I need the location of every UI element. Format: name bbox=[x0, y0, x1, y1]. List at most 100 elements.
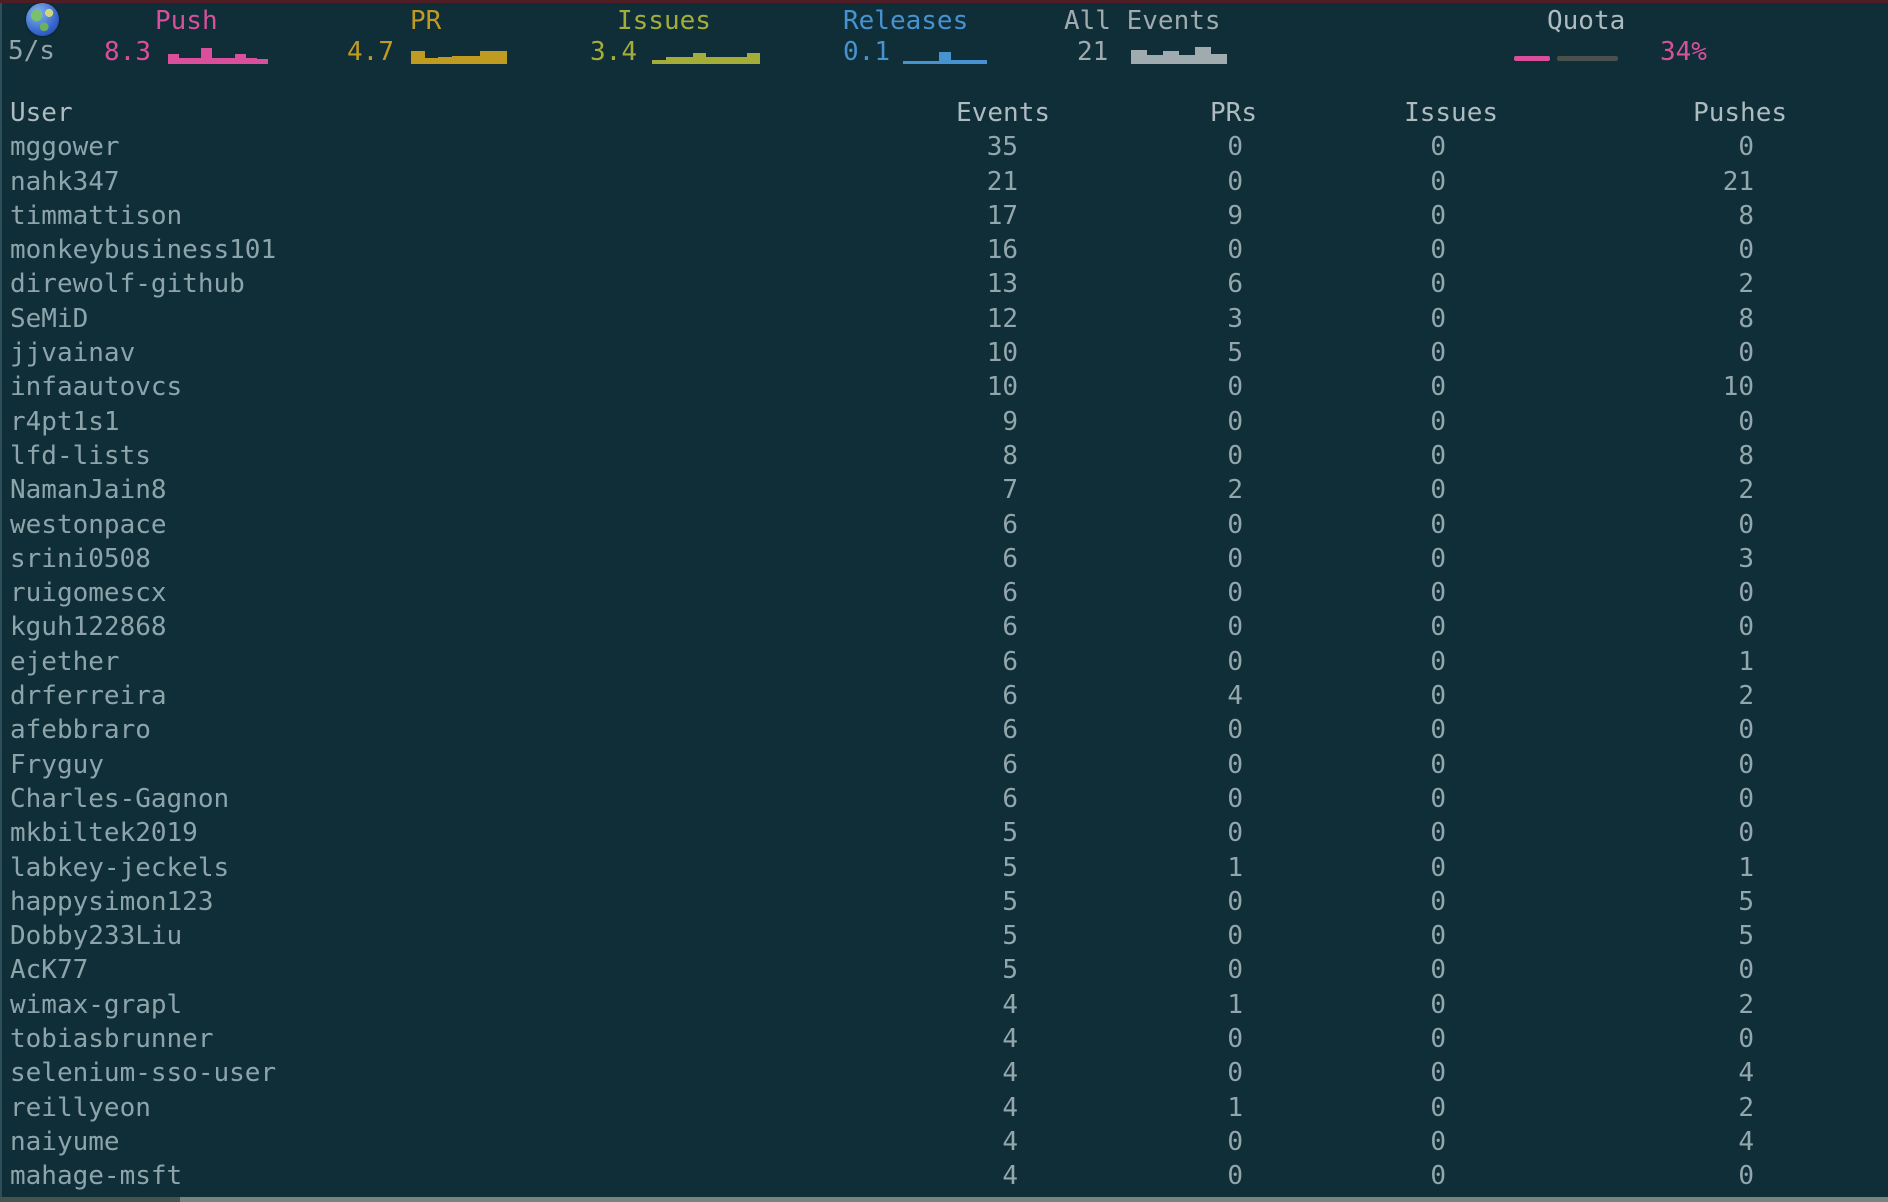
cell-pushes: 0 bbox=[1738, 578, 1754, 609]
table-row[interactable]: NamanJain8 7 2 0 2 bbox=[0, 473, 1888, 507]
table-row[interactable]: reillyeon 4 1 0 2 bbox=[0, 1091, 1888, 1125]
sparkline-pr bbox=[411, 42, 508, 64]
quota-bar bbox=[1514, 56, 1618, 61]
table-row[interactable]: monkeybusiness101 16 0 0 0 bbox=[0, 233, 1888, 267]
spark-bar bbox=[256, 59, 268, 64]
cell-user: NamanJain8 bbox=[10, 475, 167, 506]
table-row[interactable]: wimax-grapl 4 1 0 2 bbox=[0, 988, 1888, 1022]
cell-pushes: 8 bbox=[1738, 440, 1754, 471]
cell-events: 9 bbox=[1002, 406, 1018, 437]
cell-user: direwolf-github bbox=[10, 269, 245, 300]
cell-pushes: 4 bbox=[1738, 1058, 1754, 1089]
col-header-issues: Issues bbox=[1404, 98, 1498, 128]
spark-bar bbox=[927, 61, 939, 64]
cell-user: mggower bbox=[10, 132, 120, 163]
sparkline-issues bbox=[652, 42, 760, 64]
table-row[interactable]: lfd-lists 8 0 0 8 bbox=[0, 439, 1888, 473]
cell-events: 5 bbox=[1002, 921, 1018, 952]
spark-bar bbox=[1195, 47, 1211, 64]
cell-events: 16 bbox=[986, 235, 1018, 266]
table-row[interactable]: timmattison 17 9 0 8 bbox=[0, 199, 1888, 233]
cell-pushes: 1 bbox=[1738, 852, 1754, 883]
quota-percent: 34% bbox=[1660, 37, 1707, 67]
table-row[interactable]: tobiasbrunner 4 0 0 0 bbox=[0, 1022, 1888, 1056]
cell-user: Dobby233Liu bbox=[10, 921, 183, 952]
cell-pushes: 0 bbox=[1738, 749, 1754, 780]
table-row[interactable]: infaautovcs 10 0 0 10 bbox=[0, 370, 1888, 404]
cell-events: 5 bbox=[1002, 818, 1018, 849]
events-table: User Events PRs Issues Pushes mggower 35 0… bbox=[0, 96, 1888, 1194]
table-row[interactable]: nahk347 21 0 0 21 bbox=[0, 165, 1888, 199]
cell-user: tobiasbrunner bbox=[10, 1024, 214, 1055]
metric-label-issues: Issues bbox=[617, 6, 711, 36]
cell-events: 6 bbox=[1002, 543, 1018, 574]
spark-bar bbox=[223, 58, 235, 64]
spark-bar bbox=[692, 53, 706, 64]
sparkline-push bbox=[168, 42, 268, 64]
cell-issues: 0 bbox=[1430, 818, 1446, 849]
table-row[interactable]: mggower 35 0 0 0 bbox=[0, 130, 1888, 164]
cell-user: selenium-sso-user bbox=[10, 1058, 277, 1089]
table-row[interactable]: Dobby233Liu 5 0 0 5 bbox=[0, 919, 1888, 953]
cell-pushes: 5 bbox=[1738, 886, 1754, 917]
cell-issues: 0 bbox=[1430, 578, 1446, 609]
cell-pushes: 0 bbox=[1738, 132, 1754, 163]
cell-pushes: 0 bbox=[1738, 612, 1754, 643]
cell-issues: 0 bbox=[1430, 783, 1446, 814]
cell-issues: 0 bbox=[1430, 646, 1446, 677]
table-row[interactable]: ejether 6 0 0 1 bbox=[0, 645, 1888, 679]
left-border bbox=[0, 3, 2, 1197]
table-row[interactable]: kguh122868 6 0 0 0 bbox=[0, 610, 1888, 644]
spark-bar bbox=[479, 51, 494, 64]
table-row[interactable]: r4pt1s1 9 0 0 0 bbox=[0, 405, 1888, 439]
cell-prs: 5 bbox=[1227, 338, 1243, 369]
table-row[interactable]: westonpace 6 0 0 0 bbox=[0, 508, 1888, 542]
cell-user: srini0508 bbox=[10, 543, 151, 574]
scrollbar-thumb[interactable] bbox=[180, 1197, 1888, 1202]
table-row[interactable]: Charles-Gagnon 6 0 0 0 bbox=[0, 782, 1888, 816]
cell-issues: 0 bbox=[1430, 886, 1446, 917]
cell-prs: 0 bbox=[1227, 166, 1243, 197]
table-row[interactable]: mkbiltek2019 5 0 0 0 bbox=[0, 816, 1888, 850]
table-row[interactable]: ruigomescx 6 0 0 0 bbox=[0, 576, 1888, 610]
cell-events: 6 bbox=[1002, 646, 1018, 677]
cell-user: Fryguy bbox=[10, 749, 104, 780]
table-row[interactable]: srini0508 6 0 0 3 bbox=[0, 542, 1888, 576]
cell-user: SeMiD bbox=[10, 303, 89, 334]
cell-user: wimax-grapl bbox=[10, 989, 183, 1020]
quota-used-segment bbox=[1514, 56, 1550, 61]
table-row[interactable]: afebbraro 6 0 0 0 bbox=[0, 713, 1888, 747]
cell-user: infaautovcs bbox=[10, 372, 183, 403]
spark-bar bbox=[719, 57, 733, 64]
table-row[interactable]: direwolf-github 13 6 0 2 bbox=[0, 267, 1888, 301]
table-row[interactable]: mahage-msft 4 0 0 0 bbox=[0, 1159, 1888, 1193]
cell-prs: 1 bbox=[1227, 852, 1243, 883]
cell-events: 6 bbox=[1002, 681, 1018, 712]
table-row[interactable]: labkey-jeckels 5 1 0 1 bbox=[0, 851, 1888, 885]
cell-prs: 0 bbox=[1227, 818, 1243, 849]
spark-bar bbox=[168, 54, 180, 64]
cell-pushes: 1 bbox=[1738, 646, 1754, 677]
table-row[interactable]: selenium-sso-user 4 0 0 4 bbox=[0, 1056, 1888, 1090]
spark-bar bbox=[1147, 55, 1163, 64]
table-row[interactable]: jjvainav 10 5 0 0 bbox=[0, 336, 1888, 370]
table-row[interactable]: drferreira 6 4 0 2 bbox=[0, 679, 1888, 713]
table-row[interactable]: Fryguy 6 0 0 0 bbox=[0, 748, 1888, 782]
cell-events: 4 bbox=[1002, 1161, 1018, 1192]
cell-prs: 0 bbox=[1227, 886, 1243, 917]
table-row[interactable]: SeMiD 12 3 0 8 bbox=[0, 302, 1888, 336]
metric-label-all: All Events bbox=[1064, 6, 1221, 36]
table-row[interactable]: AcK77 5 0 0 0 bbox=[0, 953, 1888, 987]
cell-issues: 0 bbox=[1430, 406, 1446, 437]
cell-issues: 0 bbox=[1430, 543, 1446, 574]
cell-pushes: 0 bbox=[1738, 338, 1754, 369]
cell-events: 6 bbox=[1002, 612, 1018, 643]
cell-prs: 0 bbox=[1227, 406, 1243, 437]
cell-events: 12 bbox=[986, 303, 1018, 334]
table-row[interactable]: naiyume 4 0 0 4 bbox=[0, 1125, 1888, 1159]
bottom-scrollbar[interactable] bbox=[0, 1197, 1888, 1202]
table-row[interactable]: happysimon123 5 0 0 5 bbox=[0, 885, 1888, 919]
cell-issues: 0 bbox=[1430, 1126, 1446, 1157]
cell-pushes: 0 bbox=[1738, 406, 1754, 437]
